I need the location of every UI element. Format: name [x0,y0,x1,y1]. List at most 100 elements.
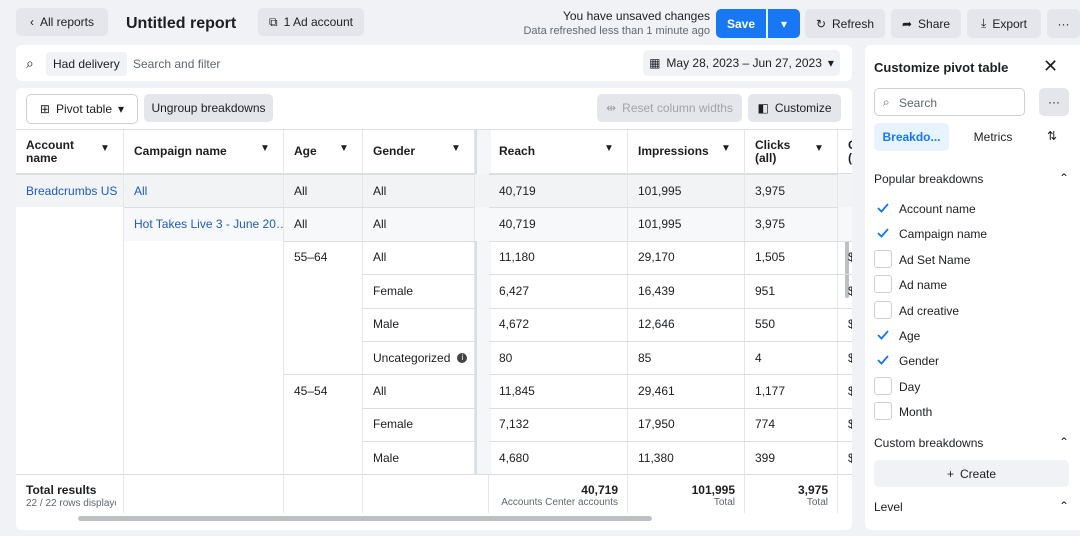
breakdown-cell: 55–64 [294,250,328,265]
column-header[interactable]: C ( [838,130,852,174]
sort-menu[interactable]: ▼ [100,143,110,154]
breakdown-option[interactable]: Age [899,329,921,343]
column-header[interactable]: Account name [16,130,124,174]
row-border [628,307,745,309]
account-button[interactable]: ⧉ 1 Ad account [258,8,364,36]
breakdown-cell[interactable]: Breadcrumbs US [26,183,118,198]
metric-cell: 1,505 [755,250,786,265]
checkbox[interactable] [874,402,892,421]
section-header[interactable]: Custom breakdowns [874,436,984,450]
column-header[interactable]: Reach [489,130,628,174]
column-header[interactable]: Age [284,130,363,174]
checkbox[interactable] [874,300,892,319]
share-button[interactable]: ➦ Share [891,9,961,38]
reset-widths-button[interactable]: ⇹ Reset column widths [597,94,742,122]
close-button[interactable]: ✕ [1043,56,1059,76]
breakdown-option[interactable]: Account name [899,202,976,216]
row-border [284,374,363,376]
section-header[interactable]: Popular breakdowns [874,172,984,186]
collapse-icon[interactable]: ⌃ [1059,435,1070,449]
save-button[interactable]: Save [716,9,766,38]
date-picker[interactable]: ▦ May 28, 2023 – Jun 27, 2023 ▾ [643,50,840,76]
export-button[interactable]: ⤓ Export [967,9,1041,38]
section-header[interactable]: Level [874,500,903,514]
column-border [362,274,363,308]
reset-label: Reset column widths [622,101,733,115]
back-button[interactable]: ‹ All reports [16,8,108,36]
column-border [627,441,628,475]
side-panel: Customize pivot table ✕ ⌕ Search ··· Brea… [865,45,1080,530]
info-icon[interactable]: i [457,352,468,363]
sort-menu[interactable]: ▼ [721,143,731,154]
metric-cell: 774 [755,417,776,432]
column-border [744,240,745,275]
create-button[interactable]: + Create [874,460,1069,487]
row-border [124,207,284,209]
view-select[interactable]: ⊞ Pivot table ▾ [26,94,138,124]
column-border [362,475,363,513]
metric-cell: 7,132 [499,417,530,432]
scrollbar[interactable] [78,516,652,521]
metric-cell: $1 [848,350,852,365]
checkbox[interactable] [874,249,892,268]
column-header[interactable]: Gender [363,130,475,174]
row-border [124,174,284,175]
column-border [474,307,475,341]
panel-search[interactable]: ⌕ Search [874,88,1025,116]
checkbox[interactable] [874,224,892,243]
breakdown-option[interactable]: Ad name [899,278,948,293]
sort-menu[interactable]: ▼ [339,143,349,154]
breakdown-cell: Female [373,283,414,298]
breakdown-option[interactable]: Month [899,405,933,420]
column-border [123,174,124,208]
row-border [838,307,852,309]
search-input[interactable]: Search and filter [133,57,221,71]
row-border [363,240,475,242]
breakdown-option[interactable]: Ad Set Name [899,252,971,267]
divider [16,474,852,475]
tab[interactable]: Breakdo... [874,123,949,151]
row-border [363,174,475,175]
breakdown-option[interactable]: Day [899,379,921,394]
ungroup-button[interactable]: Ungroup breakdowns [144,94,273,122]
row-border [838,407,852,409]
checkbox[interactable] [874,376,892,395]
column-border [362,441,363,475]
panel-more[interactable]: ··· [1039,88,1069,116]
sort-menu[interactable]: ▼ [451,143,461,154]
column-header[interactable]: Impressions [628,130,745,174]
checkbox[interactable] [874,326,892,344]
checkbox[interactable] [874,351,892,370]
checkbox[interactable] [874,199,892,217]
collapse-icon[interactable]: ⌃ [1059,171,1070,185]
tab[interactable]: Metrics [973,130,1013,144]
checkbox[interactable] [874,275,892,294]
column-header[interactable]: Campaign name [124,130,284,174]
filter-chip[interactable]: Had delivery [46,52,127,76]
export-label: Export [992,16,1027,31]
refresh-status: Data refreshed less than 1 minute ago [523,25,710,37]
breakdown-cell: All [294,217,308,232]
customize-button[interactable]: ◧ Customize [748,94,841,122]
column-header[interactable]: Clicks (all) [745,130,838,174]
breakdown-option[interactable]: Gender [899,354,940,369]
column-border [488,475,489,513]
metric-cell: 4 [755,350,762,365]
breakdown-cell[interactable]: All [134,183,148,198]
row-border [489,307,628,309]
column-border [362,174,363,208]
save-menu[interactable]: ▾ [768,9,800,38]
sort-menu[interactable]: ▼ [260,143,270,154]
row-border [745,240,838,242]
breakdown-option[interactable]: Ad creative [899,303,960,318]
sort-icon[interactable]: ⇅ [1047,129,1058,143]
collapse-icon[interactable]: ⌃ [1059,499,1070,513]
breakdown-cell[interactable]: Hot Takes Live 3 - June 20… [134,217,284,232]
refresh-button[interactable]: ↻ Refresh [805,9,885,38]
column-border [744,307,745,341]
breakdown-option[interactable]: Campaign name [899,227,988,242]
report-title[interactable]: Untitled report [126,15,237,32]
more-button[interactable]: ··· [1047,9,1080,38]
sort-menu[interactable]: ▼ [814,143,824,154]
sort-menu[interactable]: ▼ [604,143,614,154]
